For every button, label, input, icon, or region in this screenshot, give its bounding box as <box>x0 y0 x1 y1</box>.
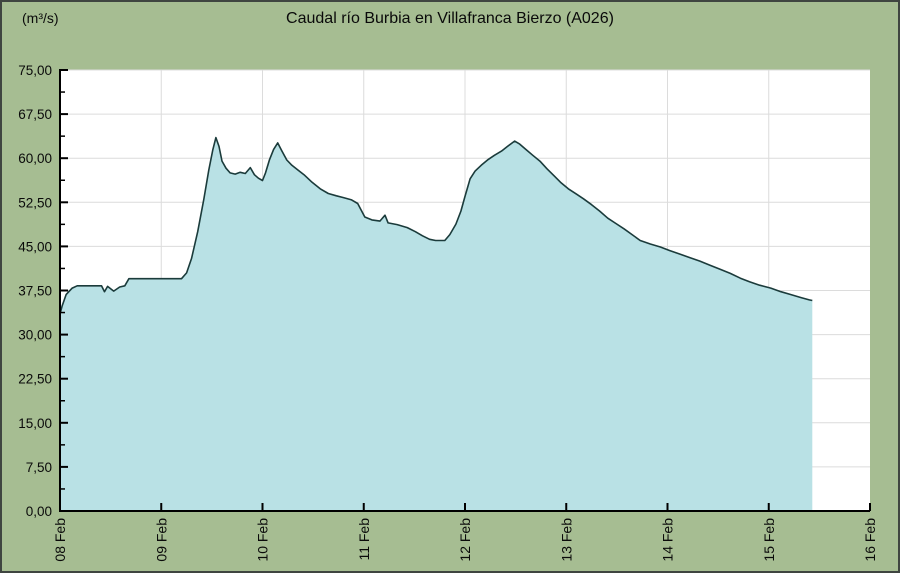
y-tick-label: 0,00 <box>26 504 52 519</box>
y-tick-label: 30,00 <box>18 328 52 343</box>
flow-line-series <box>59 136 813 315</box>
x-tick-label: 08 Feb <box>52 518 68 562</box>
y-tick-label: 15,00 <box>18 416 52 431</box>
y-axis-unit-label: (m³/s) <box>22 10 59 26</box>
y-tick-label: 7,50 <box>26 460 52 475</box>
x-tick-label: 11 Feb <box>356 518 372 561</box>
x-tick-label: 13 Feb <box>558 518 574 562</box>
x-tick-label: 12 Feb <box>457 518 473 562</box>
x-tick-label: 10 Feb <box>255 518 271 562</box>
x-tick-label: 15 Feb <box>761 518 777 562</box>
y-tick-label: 67,50 <box>18 107 52 122</box>
y-tick-label: 60,00 <box>18 151 52 166</box>
flow-area-series <box>60 137 813 511</box>
y-tick-label: 75,00 <box>18 63 52 78</box>
y-tick-label: 52,50 <box>18 195 52 210</box>
x-tick-label: 16 Feb <box>862 518 878 562</box>
y-tick-label: 22,50 <box>18 372 52 387</box>
y-tick-label: 45,00 <box>18 239 52 254</box>
x-tick-label: 14 Feb <box>660 518 676 562</box>
y-tick-label: 37,50 <box>18 284 52 299</box>
chart-title: Caudal río Burbia en Villafranca Bierzo … <box>286 10 614 27</box>
x-tick-label: 09 Feb <box>153 518 169 562</box>
